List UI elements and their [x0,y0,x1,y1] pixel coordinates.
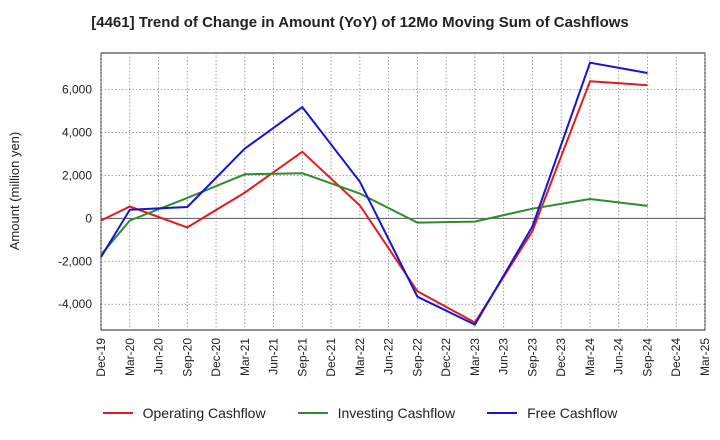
legend-item-free-cashflow: Free Cashflow [487,405,617,421]
legend-label: Investing Cashflow [337,405,456,421]
x-tick-label: Mar-24 [583,338,597,376]
y-axis-label: Amount (million yen) [7,132,22,251]
x-tick-label: Sep-21 [295,338,309,377]
legend: Operating Cashflow Investing Cashflow Free… [0,405,720,421]
x-tick-label: Sep-20 [180,338,194,377]
plot-area [100,52,706,331]
x-tick-label: Jun-24 [612,338,626,375]
series-line-operating-cashflow [100,80,648,324]
x-axis-ticks: Dec-19 Mar-20 Jun-20 Sep-20 Dec-20 Mar-21 Jun-… [94,338,712,377]
series-lines [100,61,648,326]
legend-label: Operating Cashflow [142,405,266,421]
x-tick-label: Sep-22 [410,338,424,377]
y-tick-label: 0 [85,211,92,225]
x-tick-label: Jun-23 [497,338,511,375]
y-tick-label: 2,000 [62,168,92,182]
series-line-investing-cashflow [100,172,648,256]
series-line-free-cashflow [100,61,648,326]
legend-item-investing-cashflow: Investing Cashflow [297,405,456,421]
x-tick-label: Dec-22 [439,338,453,377]
x-tick-label: Dec-23 [554,338,568,377]
x-tick-label: Mar-23 [468,338,482,376]
x-tick-label: Jun-20 [152,338,166,375]
x-tick-label: Dec-21 [324,338,338,377]
legend-swatch [102,412,133,414]
x-tick-label: Mar-25 [698,338,712,376]
y-axis-ticks: -4,000 -2,000 0 2,000 4,000 6,000 [58,83,92,312]
legend-label: Free Cashflow [527,405,618,421]
x-tick-label: Mar-20 [123,338,137,376]
x-tick-label: Jun-22 [382,338,396,375]
x-tick-label: Sep-23 [525,338,539,377]
x-tick-label: Mar-22 [353,338,367,376]
x-tick-label: Dec-24 [669,338,683,377]
y-tick-label: 6,000 [62,83,92,97]
plot-frame [100,52,706,331]
x-tick-label: Jun-21 [267,338,281,375]
legend-item-operating-cashflow: Operating Cashflow [102,405,266,421]
y-tick-label: 4,000 [62,125,92,139]
x-tick-label: Mar-21 [238,338,252,376]
x-tick-label: Dec-20 [209,338,223,377]
y-tick-label: -4,000 [58,297,92,311]
x-tick-label: Dec-19 [94,338,108,377]
legend-swatch [297,412,328,414]
chart-title: [4461] Trend of Change in Amount (YoY) o… [91,14,629,31]
y-tick-label: -2,000 [58,254,92,268]
legend-swatch [487,412,518,414]
x-tick-label: Sep-24 [640,338,654,377]
